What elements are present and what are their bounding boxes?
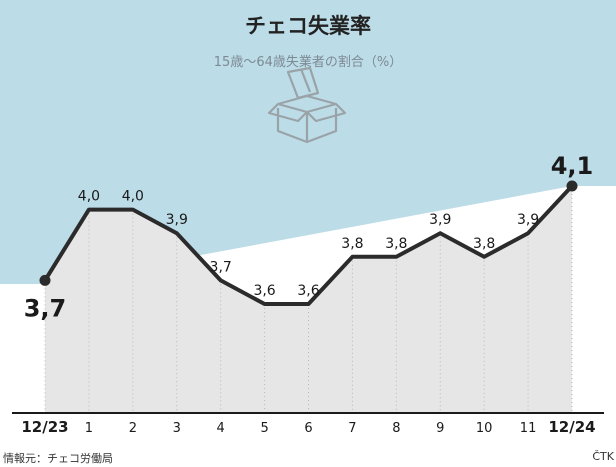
x-axis: 12/23 1 2 3 4 5 6 7 8 9 10 11 12/24 xyxy=(12,412,604,436)
x-tick-label: 5 xyxy=(260,421,268,436)
x-tick-label: 12/23 xyxy=(21,418,68,436)
chart-line xyxy=(43,184,574,306)
chart-subtitle: 15歳〜64歳失業者の割合（%） xyxy=(213,55,403,70)
data-label: 3,7 xyxy=(24,294,67,322)
x-tick-label: 10 xyxy=(476,421,493,436)
point-marker xyxy=(39,274,51,286)
chart-area xyxy=(45,186,572,413)
x-tick-label: 6 xyxy=(304,421,312,436)
data-label: 3,9 xyxy=(166,212,188,228)
chart-markers xyxy=(39,180,578,286)
x-tick-label: 1 xyxy=(85,421,93,436)
open-box-icon xyxy=(267,66,347,144)
data-label: 3,8 xyxy=(341,236,363,252)
x-tick-label: 7 xyxy=(348,421,356,436)
data-label: 4,1 xyxy=(551,152,594,180)
data-label: 3,8 xyxy=(385,236,407,252)
data-label: 4,0 xyxy=(122,189,144,205)
data-label: 3,9 xyxy=(429,212,451,228)
data-label: 3,7 xyxy=(210,259,232,275)
data-label: 3,6 xyxy=(253,283,275,299)
x-tick-label: 4 xyxy=(217,421,225,436)
data-label: 4,0 xyxy=(78,189,100,205)
x-tick-label: 3 xyxy=(173,421,181,436)
x-tick-label: 11 xyxy=(520,421,537,436)
data-label: 3,9 xyxy=(517,212,539,228)
x-tick-label: 2 xyxy=(129,421,137,436)
data-label: 3,8 xyxy=(473,236,495,252)
point-marker xyxy=(566,180,578,192)
x-tick-label: 12/24 xyxy=(548,418,595,436)
series-line xyxy=(43,184,574,306)
area-fill xyxy=(45,186,572,413)
data-labels: 3,7 4,0 4,0 3,9 3,7 3,6 3,6 3,8 3,8 3,9 3,8 3,9 4,1 xyxy=(24,152,594,322)
chart-title: チェコ失業率 xyxy=(245,14,371,38)
x-tick-label: 9 xyxy=(436,421,444,436)
x-tick-label: 8 xyxy=(392,421,400,436)
source-note: 情報元：チェコ労働局 xyxy=(3,452,113,465)
data-label: 3,6 xyxy=(297,283,319,299)
credit-label: ČTK xyxy=(592,450,614,463)
